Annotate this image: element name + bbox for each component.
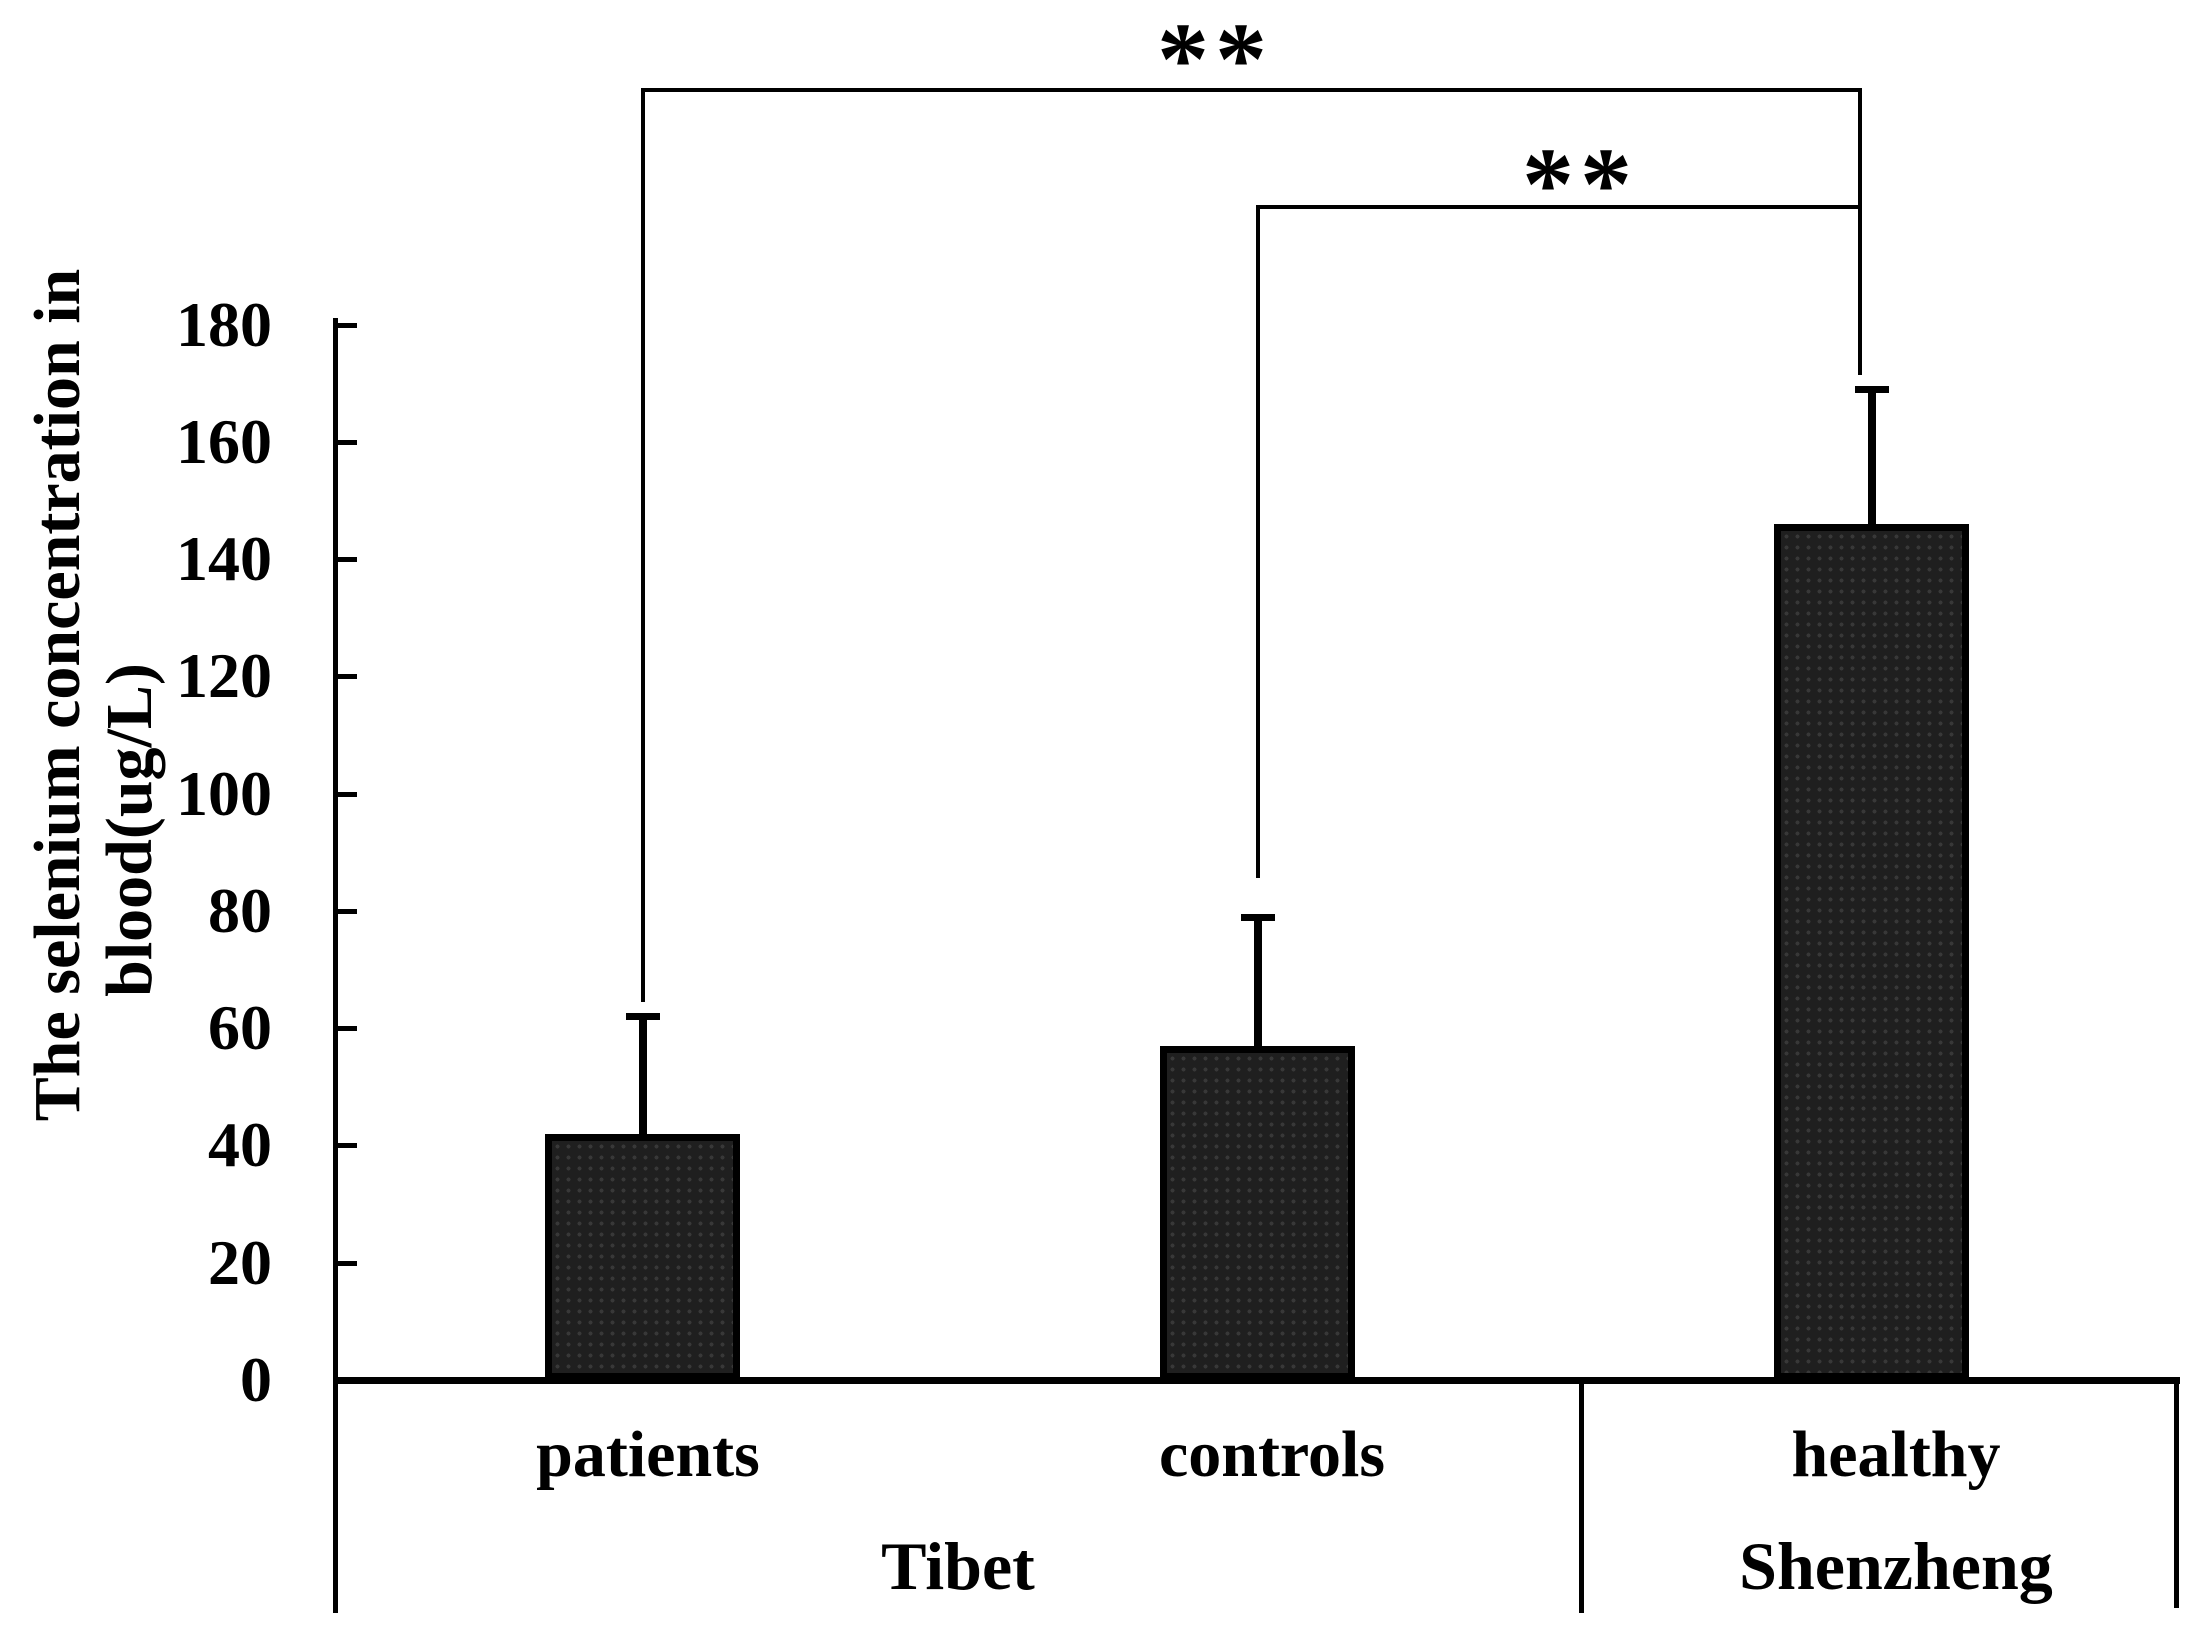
significance-bracket-horizontal: [1256, 205, 1862, 209]
y-tick-label: 160: [176, 406, 272, 477]
significance-stars: **: [1522, 127, 1638, 242]
y-tick-mark: [335, 792, 357, 797]
bar-patients: [545, 1134, 740, 1380]
y-axis-line: [333, 318, 338, 1613]
y-tick-mark: [335, 557, 357, 562]
y-tick-label: 100: [176, 758, 272, 829]
y-tick-mark: [335, 440, 357, 445]
error-bar-line-healthy: [1868, 389, 1876, 524]
y-tick-mark: [335, 1026, 357, 1031]
significance-bracket-left-drop: [1256, 205, 1260, 878]
category-label-controls: controls: [1158, 1418, 1386, 1491]
error-bar-cap-patients: [626, 1013, 660, 1020]
bar-controls: [1160, 1046, 1355, 1380]
y-tick-label: 120: [176, 640, 272, 711]
y-tick-label: 80: [208, 875, 272, 946]
y-tick-mark: [335, 1261, 357, 1266]
group-divider-line: [1579, 1382, 1584, 1613]
y-tick-mark: [335, 1143, 357, 1148]
error-bar-cap-controls: [1241, 914, 1275, 921]
y-tick-label: 180: [176, 289, 272, 360]
significance-bracket-left-drop: [641, 88, 645, 1002]
y-tick-label: 40: [208, 1109, 272, 1180]
category-label-healthy: healthy: [1791, 1418, 2001, 1491]
y-tick-label: 20: [208, 1227, 272, 1298]
y-tick-mark: [335, 909, 357, 914]
y-tick-label: 140: [176, 523, 272, 594]
y-tick-label: 60: [208, 992, 272, 1063]
group-label-shenzheng: Shenzheng: [1739, 1528, 2053, 1604]
error-bar-line-controls: [1254, 917, 1262, 1046]
table-right-border: [2174, 1382, 2179, 1608]
bar-healthy: [1774, 524, 1969, 1380]
y-tick-label: 0: [240, 1344, 272, 1415]
significance-bracket-horizontal: [641, 88, 1862, 92]
y-tick-mark: [335, 323, 357, 328]
error-bar-cap-healthy: [1855, 386, 1889, 393]
error-bar-line-patients: [639, 1016, 647, 1134]
y-tick-mark: [335, 674, 357, 679]
significance-stars: **: [1157, 2, 1273, 117]
significance-bracket-right-drop: [1858, 88, 1862, 375]
category-label-patients: patients: [536, 1418, 760, 1491]
group-label-tibet: Tibet: [881, 1528, 1035, 1604]
x-axis-line: [333, 1377, 2180, 1384]
